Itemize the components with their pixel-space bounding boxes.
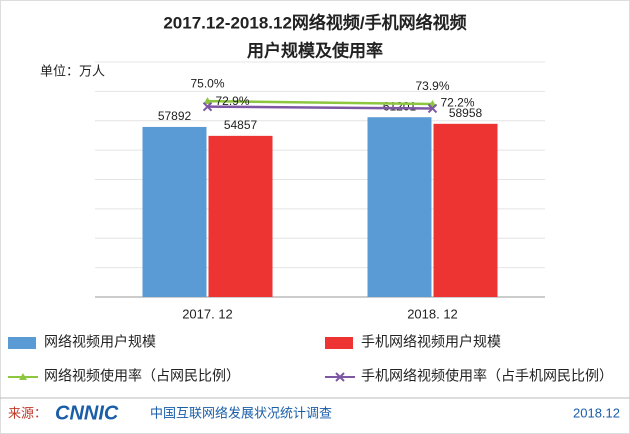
chart-title: 2017.12-2018.12网络视频/手机网络视频	[163, 12, 466, 32]
bar	[367, 117, 432, 297]
source-label: 来源：	[8, 405, 47, 420]
x-tick-label: 2017. 12	[182, 306, 233, 321]
bar-value-label: 58958	[449, 106, 483, 120]
line	[207, 105, 433, 110]
line-value-label: 75.0%	[190, 76, 224, 90]
legend-label: 网络视频使用率（占网民比例）	[44, 368, 240, 384]
marker	[202, 101, 213, 112]
source: 中国互联网络发展状况统计调查	[150, 405, 332, 420]
bar	[433, 123, 498, 297]
legend-marker	[19, 373, 27, 380]
bar	[142, 126, 207, 297]
logo: CNNIC	[55, 402, 119, 424]
bar-value-label: 54857	[224, 118, 258, 132]
line-value-label: 72.2%	[440, 96, 474, 110]
bar	[208, 135, 273, 297]
legend-label: 网络视频用户规模	[44, 334, 156, 350]
date: 2018.12	[573, 405, 620, 420]
line-value-label: 72.9%	[215, 94, 249, 108]
line	[207, 99, 433, 106]
legend-label: 手机网络视频使用率（占手机网民比例）	[361, 368, 613, 384]
chart-subtitle: 用户规模及使用率	[247, 40, 383, 60]
bar-value-label: 61201	[383, 99, 417, 113]
legend-marker	[335, 372, 345, 382]
x-tick-label: 2018. 12	[407, 306, 458, 321]
bar-value-label: 57892	[158, 109, 192, 123]
marker	[427, 103, 438, 114]
unit-label: 单位：万人	[40, 63, 105, 78]
marker	[203, 97, 212, 105]
legend-swatch	[8, 337, 36, 349]
line-value-label: 73.9%	[415, 79, 449, 93]
legend-swatch	[325, 337, 353, 349]
legend-label: 手机网络视频用户规模	[361, 334, 501, 350]
